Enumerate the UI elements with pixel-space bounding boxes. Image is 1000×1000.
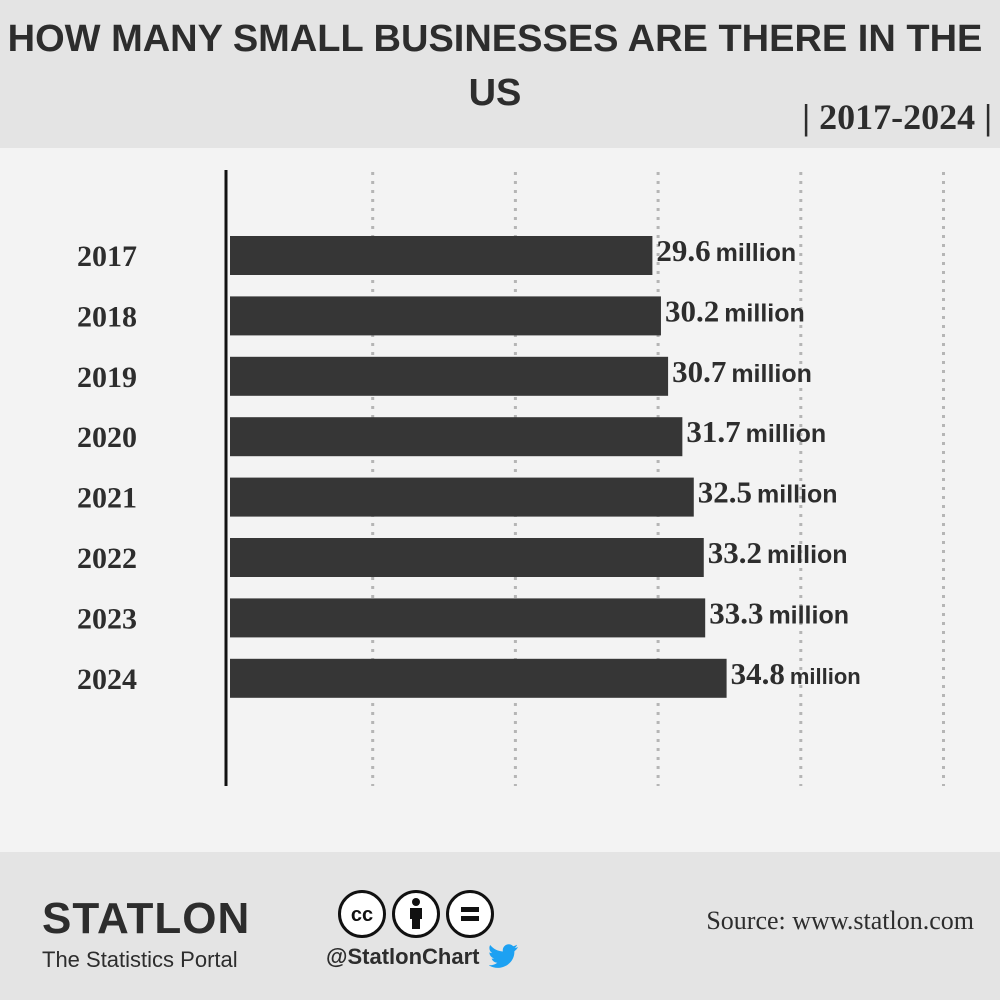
svg-text:cc: cc	[351, 904, 373, 926]
twitter-icon[interactable]	[489, 944, 519, 970]
by-icon	[392, 890, 440, 938]
cc-icon: cc	[338, 890, 386, 938]
bar-2017	[230, 236, 653, 275]
category-label-2021: 2021	[77, 482, 137, 515]
bar-2022	[230, 538, 704, 577]
bar-2023	[230, 598, 706, 638]
category-label-2023: 2023	[77, 602, 137, 635]
source-credit: Source: www.statlon.com	[706, 906, 974, 935]
bar-2020	[230, 417, 683, 457]
bar-chart: 2017 29.6 million 2018 30.2 million 2019 30.7 mi…	[77, 170, 945, 786]
bar-2024	[230, 658, 727, 698]
category-label-2019: 2019	[77, 361, 137, 394]
value-label-2022: 33.2 million	[708, 535, 848, 570]
value-label-2019: 30.7 million	[672, 354, 812, 389]
category-label-2017: 2017	[77, 240, 137, 273]
bars-group: 2017 29.6 million 2018 30.2 million 2019 30.7 mi…	[77, 233, 861, 698]
twitter-handle[interactable]: @StatlonChart	[326, 944, 480, 969]
value-label-2017: 29.6 million	[656, 233, 796, 268]
license-icons: cc	[338, 890, 494, 938]
bar-2019	[230, 356, 669, 396]
footer: STATLON The Statistics Portal cc @Statlo…	[0, 852, 1000, 1000]
chart-subtitle: | 2017-2024 |	[802, 97, 992, 137]
value-label-2018: 30.2 million	[665, 293, 805, 328]
category-label-2022: 2022	[77, 542, 137, 575]
bar-2021	[230, 477, 694, 517]
chart-title: HOW MANY SMALL BUSINESSES ARE THERE IN T…	[7, 18, 983, 114]
value-label-2024: 34.8 million	[731, 656, 861, 691]
social-handle-row: @StatlonChart	[326, 944, 519, 970]
bar-2018	[230, 296, 661, 336]
nd-icon	[446, 890, 494, 938]
category-label-2020: 2020	[77, 421, 137, 454]
value-label-2020: 31.7 million	[686, 414, 826, 449]
value-label-2021: 32.5 million	[698, 475, 838, 510]
value-label-2023: 33.3 million	[709, 595, 849, 630]
category-label-2024: 2024	[77, 663, 137, 696]
brand-name: STATLON	[42, 894, 251, 943]
header: HOW MANY SMALL BUSINESSES ARE THERE IN T…	[0, 0, 1000, 148]
category-label-2018: 2018	[77, 300, 137, 333]
brand-tagline: The Statistics Portal	[42, 947, 238, 972]
